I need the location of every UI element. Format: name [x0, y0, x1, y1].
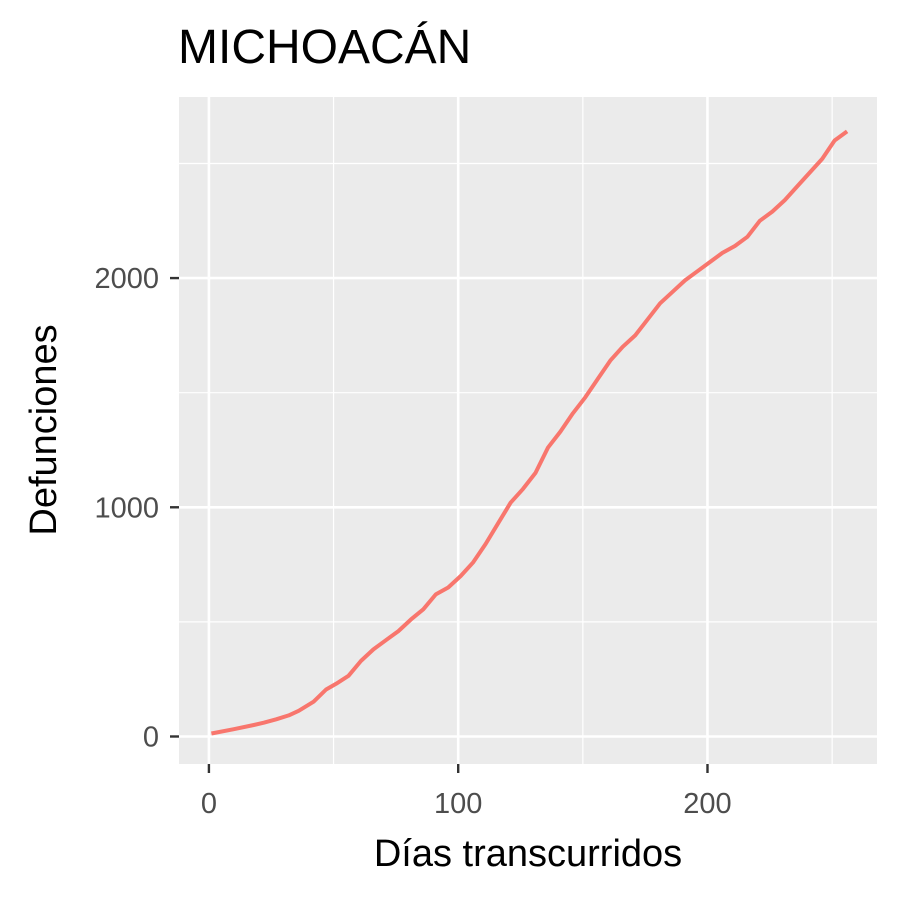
y-tick-label: 1000	[94, 492, 159, 524]
chart-title: MICHOACÁN	[178, 21, 471, 74]
series-line	[211, 129, 849, 736]
x-tick-label: 100	[434, 788, 482, 820]
y-axis: 0 1000 2000	[94, 263, 179, 753]
major-gridlines	[179, 97, 877, 764]
y-tick-label: 2000	[94, 263, 159, 295]
y-tick-label: 0	[143, 721, 159, 753]
x-tick-label: 0	[201, 788, 217, 820]
plot-panel	[179, 97, 877, 764]
x-tick-label: 200	[683, 788, 731, 820]
x-axis-title: Días transcurridos	[374, 833, 682, 875]
y-axis-title: Defunciones	[23, 324, 65, 535]
series-layer	[211, 129, 849, 736]
minor-gridlines	[179, 97, 877, 764]
x-axis: 0 100 200	[201, 764, 732, 820]
